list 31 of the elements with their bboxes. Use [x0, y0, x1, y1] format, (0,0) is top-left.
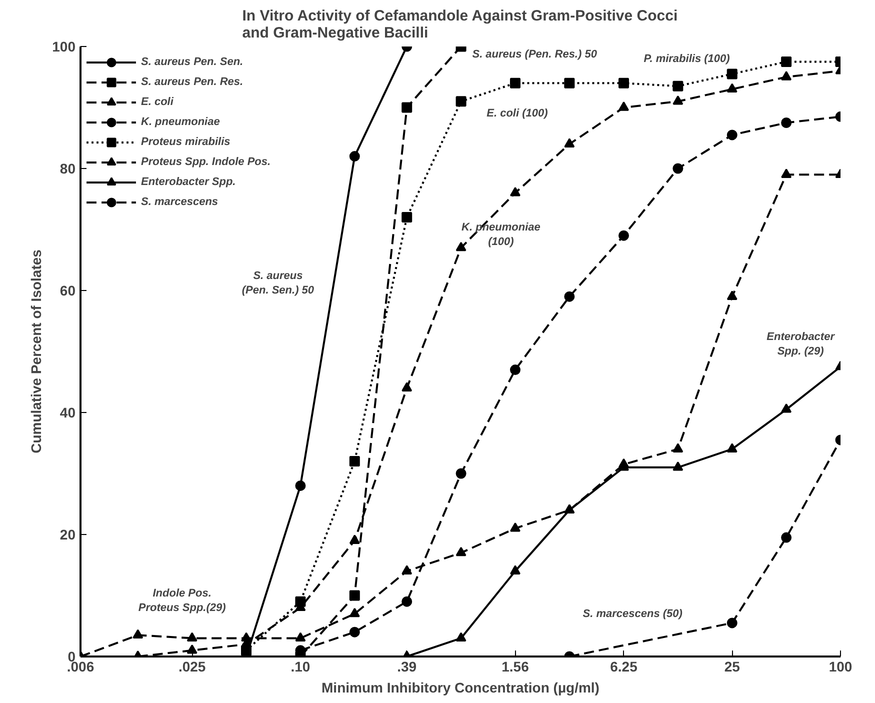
x-tick-label: 1.56 — [502, 658, 530, 674]
legend-label: S. aureus Pen. Res. — [141, 75, 244, 89]
x-tick-label: .025 — [178, 658, 206, 674]
annotation: S. aureus (Pen. Res.) 50 — [472, 48, 598, 60]
legend-label: Proteus Spp. Indole Pos. — [141, 155, 271, 169]
legend-label: Proteus mirabilis — [141, 135, 230, 149]
legend-label: K. pneumoniae — [141, 115, 220, 129]
legend-label: E. coli — [141, 95, 174, 109]
annotation: Enterobacter Spp. (29) — [766, 331, 836, 358]
chart-title: In Vitro Activity of Cefamandole Against Gram-Positive Cocci and Gram-Negative Bacilli — [242, 8, 678, 42]
legend-label: S. aureus Pen. Sen. — [141, 55, 244, 69]
y-tick-label: 80 — [60, 160, 76, 176]
legend-label: Enterobacter Spp. — [141, 175, 236, 189]
x-axis-title: Minimum Inhibitory Concentration (µg/ml) — [322, 680, 600, 696]
y-tick-label: 20 — [60, 526, 76, 542]
annotation: S. aureus (Pen. Sen.) 50 — [242, 270, 315, 297]
x-tick-label: 100 — [828, 658, 852, 674]
y-tick-label: 100 — [52, 38, 76, 54]
y-axis-title: Cumulative Percent of Isolates — [28, 249, 44, 454]
annotation: Indole Pos. Proteus Spp.(29) — [138, 587, 226, 614]
y-tick-label: 40 — [60, 404, 76, 420]
x-tick-label: .10 — [290, 658, 310, 674]
annotation: K. pneumoniae (100) — [462, 221, 540, 248]
x-tick-label: .39 — [397, 658, 417, 674]
annotation: P. mirabilis (100) — [644, 52, 730, 65]
annotation: E. coli (100) — [486, 108, 548, 120]
x-tick-label: 6.25 — [610, 658, 638, 674]
annotation: S. marcescens (50) — [582, 608, 683, 620]
y-tick-label: 60 — [60, 282, 76, 298]
legend-label: S. marcescens — [141, 195, 218, 209]
x-tick-label: 25 — [724, 658, 740, 674]
